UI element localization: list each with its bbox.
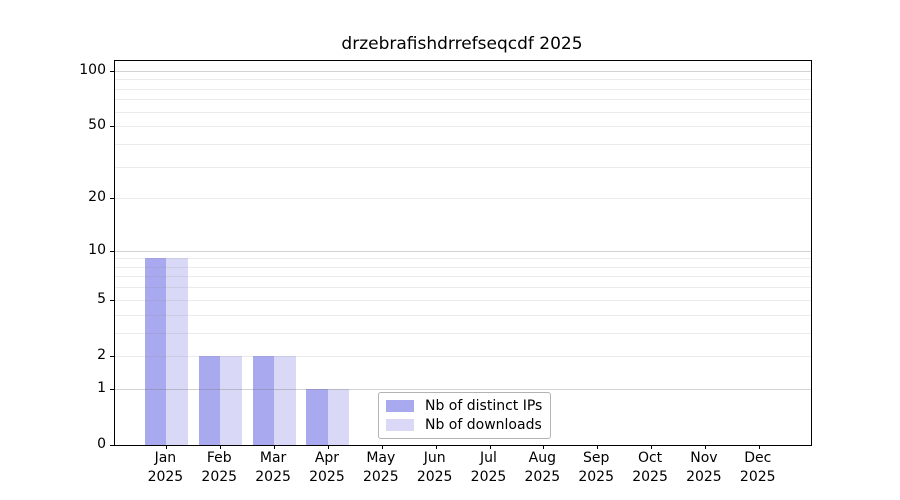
x-tick-dec [758, 445, 760, 449]
gridline-1 [115, 388, 811, 390]
bar-jan-downloads [166, 258, 188, 445]
x-tick-label-jan: Jan 2025 [147, 450, 184, 485]
gridline-100 [115, 70, 811, 72]
y-tick-label-10: 10 [88, 241, 106, 258]
plot-area: Nb of distinct IPs Nb of downloads [110, 60, 812, 449]
x-tick-jun [435, 445, 437, 449]
y-tick-0 [110, 445, 114, 446]
x-tick-label-jul: Jul 2025 [470, 450, 507, 485]
x-tick-label-nov: Nov 2025 [686, 450, 722, 485]
gridline-70 [115, 99, 811, 101]
x-tick-label-feb: Feb 2025 [201, 450, 238, 485]
legend-item-distinct-ips: Nb of distinct IPs [386, 398, 542, 414]
x-tick-label-apr: Apr 2025 [309, 450, 345, 485]
x-tick-jul [489, 445, 491, 449]
gridline-60 [115, 111, 811, 113]
chart-title: drzebrafishdrrefseqcdf 2025 [341, 34, 583, 54]
y-tick-label-1: 1 [97, 379, 106, 396]
x-tick-may [381, 445, 383, 449]
x-tick-label-may: May 2025 [362, 450, 399, 485]
y-tick-label-20: 20 [88, 189, 106, 206]
gridline-30 [115, 166, 811, 168]
gridline-2 [115, 355, 811, 357]
legend-swatch-downloads [386, 419, 414, 431]
gridline-90 [115, 79, 811, 81]
y-tick-label-100: 100 [79, 61, 106, 78]
x-tick-label-aug: Aug 2025 [524, 450, 561, 485]
bar-mar-downloads [274, 355, 296, 445]
y-tick-label-5: 5 [97, 290, 106, 307]
bar-apr-distinct-ips [306, 388, 328, 445]
x-tick-jan [166, 445, 168, 449]
bar-feb-distinct-ips [198, 355, 221, 445]
gridline-4 [115, 314, 811, 316]
x-tick-nov [704, 445, 706, 449]
gridline-80 [115, 88, 811, 90]
y-tick-20 [110, 198, 114, 200]
bar-jan-distinct-ips [144, 258, 167, 445]
x-tick-mar [274, 445, 276, 449]
y-tick-label-2: 2 [97, 346, 106, 363]
x-tick-label-jun: Jun 2025 [416, 450, 453, 485]
legend: Nb of distinct IPs Nb of downloads [378, 392, 552, 439]
gridline-9 [115, 258, 811, 260]
y-tick-label-0: 0 [97, 436, 106, 452]
x-tick-label-oct: Oct 2025 [632, 450, 668, 485]
legend-label-distinct-ips: Nb of distinct IPs [425, 398, 543, 414]
y-tick-5 [110, 299, 114, 301]
gridline-10 [115, 250, 811, 252]
bar-mar-distinct-ips [252, 355, 275, 445]
x-tick-aug [543, 445, 545, 449]
legend-swatch-distinct-ips [386, 400, 414, 412]
x-tick-label-dec: Dec 2025 [739, 450, 776, 485]
legend-item-downloads: Nb of downloads [386, 417, 542, 433]
gridline-20 [115, 198, 811, 200]
y-tick-label-50: 50 [88, 117, 106, 134]
y-tick-50 [110, 126, 114, 128]
x-tick-sep [597, 445, 599, 449]
x-tick-label-sep: Sep 2025 [578, 450, 614, 485]
x-tick-oct [651, 445, 653, 449]
gridline-50 [115, 126, 811, 128]
gridline-6 [115, 287, 811, 289]
bar-feb-downloads [220, 355, 242, 445]
x-tick-label-mar: Mar 2025 [255, 450, 291, 485]
legend-label-downloads: Nb of downloads [425, 417, 542, 433]
gridline-8 [115, 266, 811, 268]
gridline-40 [115, 143, 811, 145]
y-tick-100 [110, 70, 114, 72]
x-tick-apr [327, 445, 329, 449]
y-tick-1 [110, 388, 114, 390]
y-tick-2 [110, 355, 114, 357]
y-tick-10 [110, 250, 114, 252]
gridline-3 [115, 332, 811, 334]
x-tick-feb [220, 445, 222, 449]
bar-apr-downloads [327, 388, 350, 445]
gridline-7 [115, 276, 811, 278]
gridline-5 [115, 299, 811, 301]
